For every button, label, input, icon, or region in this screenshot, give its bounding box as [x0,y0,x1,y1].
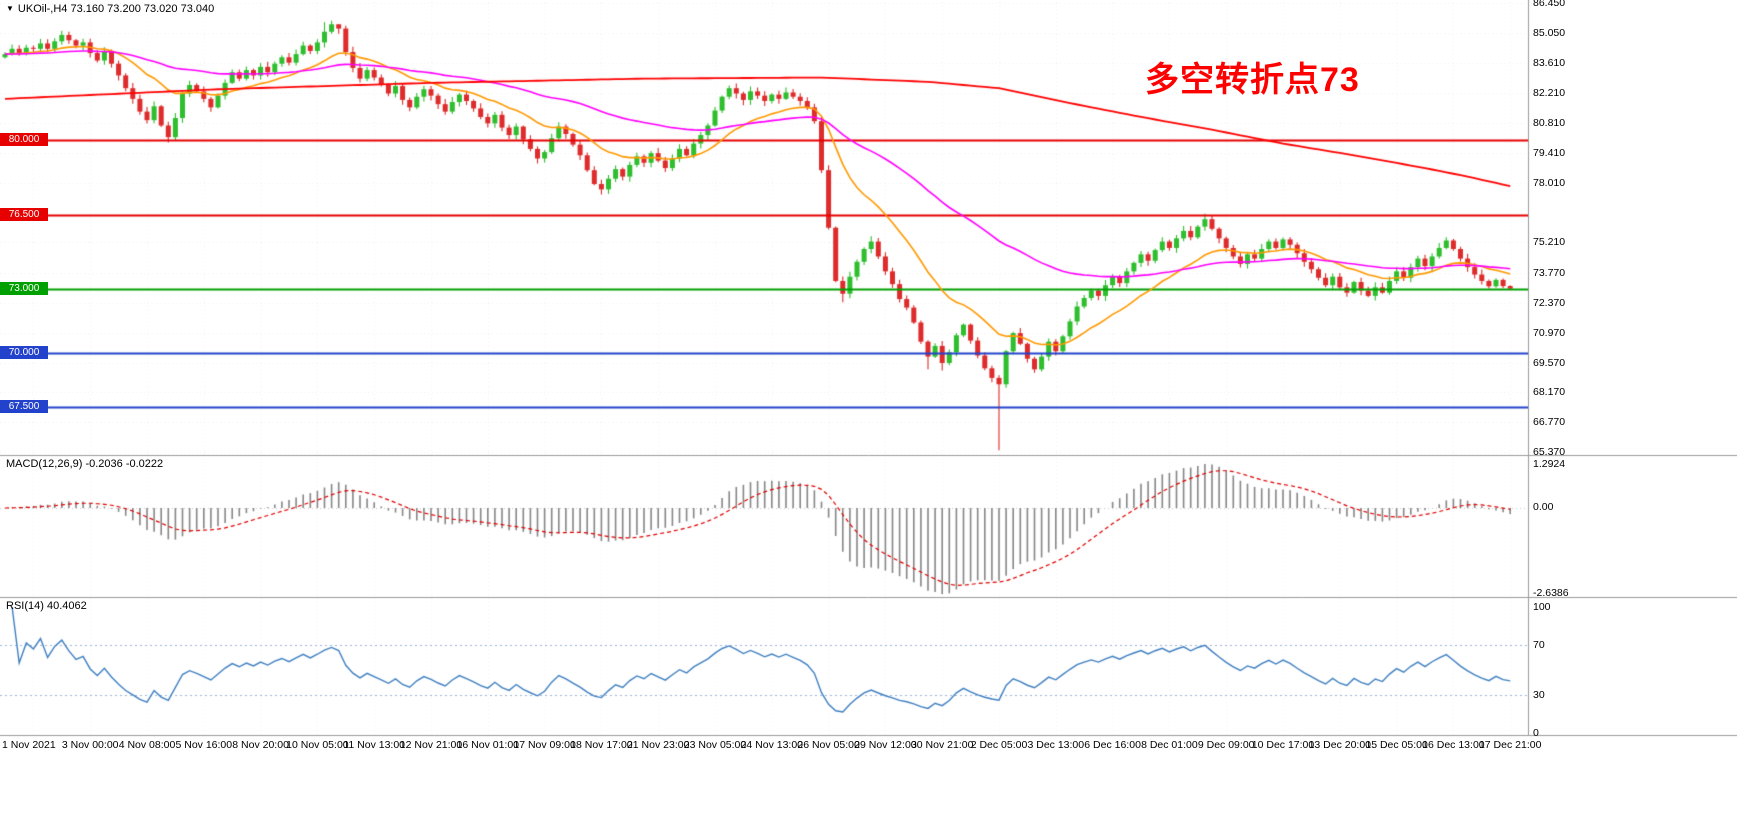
rsi-axis-label: 0 [1533,727,1539,739]
level-price-tag[interactable]: 70.000 [0,346,48,360]
level-price-tag[interactable]: 67.500 [0,399,48,413]
macd-axis-label: -2.6386 [1533,587,1569,599]
price-axis-label: 83.610 [1533,57,1566,70]
level-price-tag[interactable]: 76.500 [0,207,48,221]
price-axis-label: 85.050 [1533,26,1566,39]
rsi-indicator-label: RSI(14) 40.4062 [6,600,87,612]
time-axis-label: 29 Nov 12:00 [854,739,917,751]
time-axis-label: 16 Dec 13:00 [1422,739,1485,751]
price-axis-label: 70.970 [1533,326,1566,339]
price-axis-label: 80.810 [1533,117,1566,130]
price-axis-label: 73.770 [1533,267,1566,280]
time-axis-label: 3 Nov 00:00 [61,739,119,751]
time-axis-label: 10 Dec 17:00 [1251,739,1315,751]
time-axis-label: 10 Nov 05:00 [286,739,349,751]
price-axis-label: 72.370 [1533,296,1566,309]
price-axis-label: 65.370 [1533,446,1566,458]
macd-axis-label: 0.00 [1533,501,1554,513]
rsi-axis-label: 100 [1533,601,1551,613]
time-axis-label: 15 Dec 05:00 [1365,739,1428,751]
price-axis-label: 69.570 [1533,356,1566,369]
time-axis-label: 12 Nov 21:00 [399,739,463,751]
time-axis-label: 17 Nov 09:00 [513,739,576,751]
time-axis-label: 11 Nov 13:00 [343,739,406,751]
time-axis-label: 18 Nov 17:00 [570,739,633,751]
time-axis-label: 3 Dec 13:00 [1027,739,1085,751]
time-axis-label: 13 Dec 20:00 [1308,739,1372,751]
price-axis-label: 86.450 [1533,0,1566,9]
price-axis-label: 79.410 [1533,146,1566,159]
time-axis-label: 21 Nov 23:00 [626,739,690,751]
price-axis-label: 82.210 [1533,87,1566,100]
rsi-axis-label: 70 [1533,638,1545,651]
time-axis-label: 9 Dec 09:00 [1197,739,1255,751]
time-axis-label: 24 Nov 13:00 [740,739,804,751]
price-axis-label: 66.770 [1533,416,1566,429]
time-axis-label: 8 Nov 20:00 [232,739,289,751]
level-price-tag[interactable]: 80.000 [0,133,48,147]
price-axis-label: 78.010 [1533,176,1566,189]
time-axis-label: 4 Nov 08:00 [118,739,176,751]
time-axis-label: 26 Nov 05:00 [797,739,860,751]
rsi-axis-label: 30 [1533,689,1545,702]
symbol-ohlc-text: UKOil-,H4 73.160 73.200 73.020 73.040 [17,3,215,15]
chart-dropdown-icon[interactable]: ▼ [6,4,14,13]
time-axis-label: 16 Nov 01:00 [456,739,520,751]
time-axis-label: 5 Nov 16:00 [175,739,233,751]
macd-axis-label: 1.2924 [1533,458,1566,470]
level-price-tag[interactable]: 73.000 [0,282,48,296]
time-axis-label: 8 Dec 01:00 [1141,739,1198,751]
price-axis-label: 68.170 [1533,386,1566,399]
time-axis-label: 30 Nov 21:00 [910,739,974,751]
time-axis-label: 2 Dec 05:00 [970,739,1028,751]
time-axis-label: 23 Nov 05:00 [683,739,747,751]
time-axis-label: 17 Dec 21:00 [1478,739,1542,751]
chart-annotation-text: 多空转折点73 [1145,61,1360,99]
macd-indicator-label: MACD(12,26,9) -0.2036 -0.0222 [6,458,164,470]
time-axis-label: 1 Nov 2021 [2,739,56,751]
price-axis-label: 75.210 [1533,236,1566,249]
chart-title[interactable]: ▼ UKOil-,H4 73.160 73.200 73.020 73.040 [6,3,214,15]
time-axis-label: 6 Dec 16:00 [1084,739,1141,751]
